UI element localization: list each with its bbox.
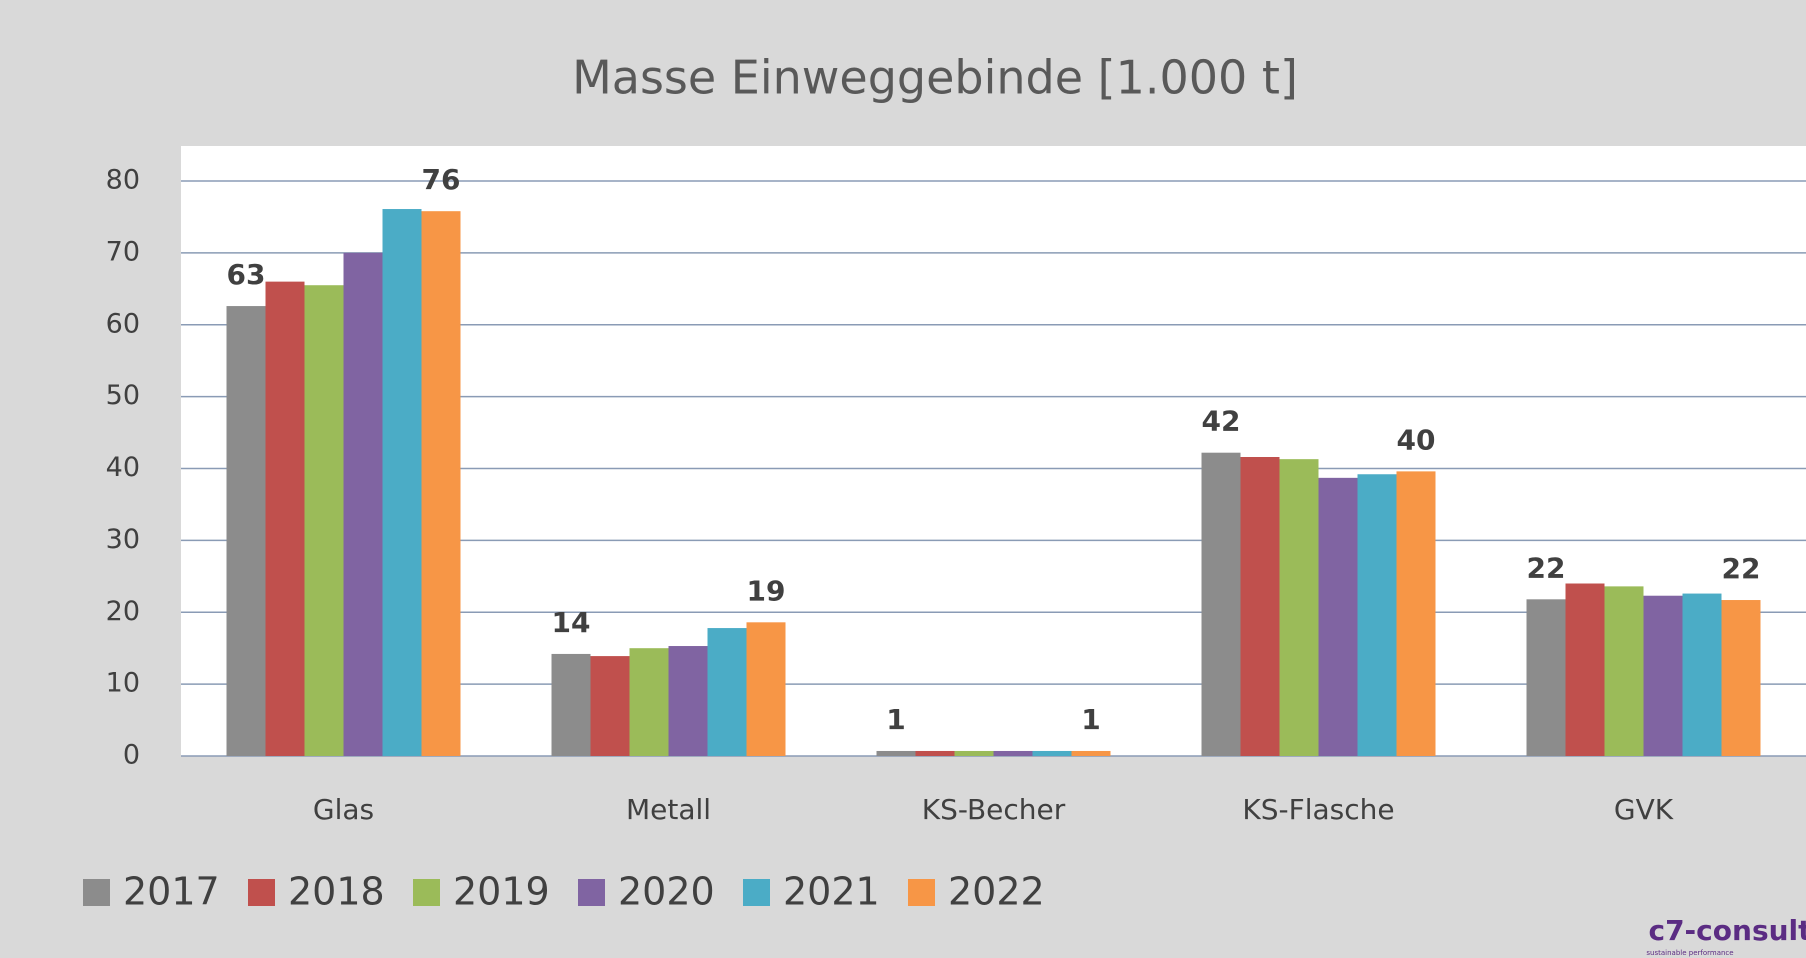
legend-swatch — [83, 879, 110, 906]
data-label: 76 — [422, 163, 461, 196]
bar — [382, 209, 422, 756]
bar — [1318, 477, 1358, 756]
logo: c7-consult — [1648, 914, 1806, 947]
y-tick-label: 10 — [106, 668, 140, 699]
bar — [876, 750, 916, 756]
bar — [629, 648, 669, 756]
chart-title: Masse Einweggebinde [1.000 t] — [572, 51, 1298, 105]
y-tick-label: 80 — [106, 165, 140, 196]
y-tick-label: 30 — [106, 524, 140, 555]
bar — [915, 750, 955, 756]
data-label: 22 — [1722, 552, 1761, 585]
bar — [1357, 474, 1397, 756]
bar — [1396, 471, 1436, 756]
data-label: 1 — [886, 703, 905, 736]
legend-label: 2019 — [453, 870, 550, 914]
y-tick-label: 70 — [106, 236, 140, 267]
bar — [993, 750, 1033, 756]
legend-swatch — [413, 879, 440, 906]
x-tick-label: Glas — [313, 793, 374, 826]
y-tick-label: 60 — [106, 308, 140, 339]
bar — [421, 211, 461, 756]
bar — [1604, 586, 1644, 756]
bar — [551, 653, 591, 756]
x-tick-label: GVK — [1614, 793, 1674, 826]
y-tick-label: 20 — [106, 596, 140, 627]
data-label: 40 — [1397, 423, 1436, 456]
legend-swatch — [248, 879, 275, 906]
x-tick-label: KS-Flasche — [1242, 793, 1394, 826]
bar — [590, 656, 630, 756]
logo-tagline: sustainable performance — [1646, 949, 1733, 957]
data-label: 22 — [1527, 551, 1566, 584]
bar — [1565, 583, 1605, 756]
legend-swatch — [743, 879, 770, 906]
bar — [304, 285, 344, 756]
bar — [1682, 593, 1722, 756]
data-label: 63 — [227, 258, 266, 291]
legend-swatch — [578, 879, 605, 906]
bar — [1643, 595, 1683, 756]
bar — [1201, 452, 1241, 756]
legend-label: 2017 — [123, 870, 220, 914]
bar — [1240, 457, 1280, 756]
bar — [343, 252, 383, 756]
bar — [707, 628, 747, 756]
y-tick-label: 0 — [123, 740, 140, 771]
x-tick-label: Metall — [626, 793, 711, 826]
data-label: 14 — [552, 606, 591, 639]
y-tick-label: 40 — [106, 452, 140, 483]
data-label: 42 — [1202, 405, 1241, 438]
bar — [1032, 750, 1072, 756]
bar — [954, 750, 994, 756]
bar — [1721, 600, 1761, 756]
legend-swatch — [908, 879, 935, 906]
y-tick-label: 50 — [106, 380, 140, 411]
bar — [1526, 599, 1566, 756]
bar — [1279, 459, 1319, 756]
legend-label: 2022 — [948, 870, 1045, 914]
bar — [226, 306, 266, 756]
legend-label: 2020 — [618, 870, 715, 914]
data-label: 19 — [747, 574, 786, 607]
legend-label: 2021 — [783, 870, 880, 914]
bar — [746, 622, 786, 756]
data-label: 1 — [1081, 703, 1100, 736]
bar — [668, 646, 708, 756]
bar — [265, 281, 305, 756]
bar — [1071, 750, 1111, 756]
x-tick-label: KS-Becher — [922, 793, 1066, 826]
legend-label: 2018 — [288, 870, 385, 914]
